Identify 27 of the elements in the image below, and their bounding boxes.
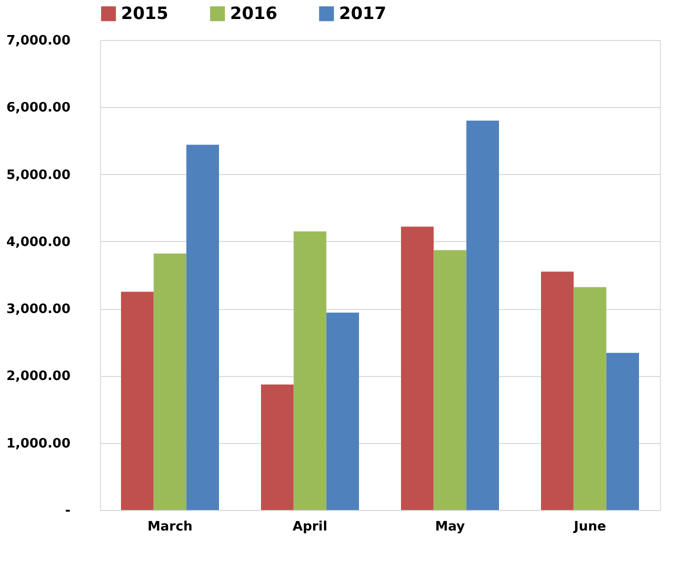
x-tick-label: March: [147, 520, 193, 534]
x-tick-label: April: [292, 520, 328, 534]
bar: [154, 254, 186, 510]
y-tick-label: 6,000.00: [6, 100, 70, 116]
bar: [606, 352, 639, 510]
x-tick-label: June: [572, 520, 606, 534]
bar: [186, 144, 219, 510]
legend-label: 2017: [339, 4, 386, 24]
bar: [434, 250, 466, 510]
bar: [574, 287, 606, 510]
y-tick-label: -: [65, 504, 70, 518]
bar: [541, 272, 574, 510]
y-tick-label: 3,000.00: [6, 302, 70, 318]
bar: [261, 384, 294, 510]
bar: [326, 312, 359, 510]
bar: [401, 226, 434, 510]
bar: [121, 292, 154, 510]
y-tick-label: 7,000.00: [6, 34, 70, 48]
legend-label: 2015: [121, 4, 168, 24]
legend-label: 2016: [230, 4, 278, 24]
y-tick-label: 1,000.00: [6, 436, 70, 452]
y-tick-label: 5,000.00: [6, 168, 70, 183]
bar: [466, 120, 499, 510]
y-tick-label: 4,000.00: [6, 234, 70, 250]
bar: [294, 231, 326, 510]
x-tick-label: May: [435, 520, 466, 534]
y-tick-label: 2,000.00: [6, 369, 70, 384]
